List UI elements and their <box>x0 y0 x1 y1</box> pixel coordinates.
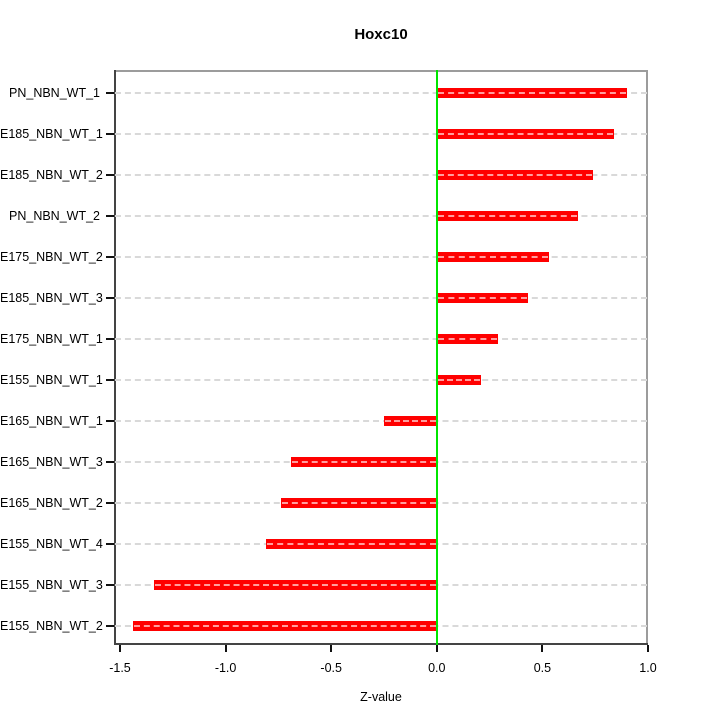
bar-inner-dash <box>437 379 481 381</box>
gridline <box>115 133 647 135</box>
y-axis-label: E155_NBN_WT_2 <box>0 619 103 633</box>
y-axis-label: E185_NBN_WT_3 <box>0 291 103 305</box>
y-tick <box>106 543 114 545</box>
y-tick <box>106 625 114 627</box>
bar-inner-dash <box>292 461 436 463</box>
gridline <box>115 92 647 94</box>
gridline <box>115 379 647 381</box>
bar <box>291 457 437 467</box>
bar <box>280 498 437 508</box>
y-axis-label: E175_NBN_WT_2 <box>0 250 103 264</box>
gridline <box>115 420 647 422</box>
x-axis-title: Z-value <box>360 690 402 704</box>
bar-inner-dash <box>437 215 578 217</box>
plot-border-top <box>114 70 648 72</box>
bar-inner-dash <box>437 174 593 176</box>
y-axis-label: E175_NBN_WT_1 <box>0 332 103 346</box>
x-tick <box>647 645 649 652</box>
bar-inner-dash <box>437 297 527 299</box>
bar-inner-dash <box>437 92 626 94</box>
y-tick <box>106 461 114 463</box>
bar <box>384 416 437 426</box>
y-axis-label: PN_NBN_WT_2 <box>9 209 100 223</box>
y-axis-label: E155_NBN_WT_4 <box>0 537 103 551</box>
y-tick <box>106 420 114 422</box>
bar <box>436 88 627 98</box>
gridline <box>115 338 647 340</box>
x-tick <box>435 645 438 652</box>
x-tick <box>224 645 227 652</box>
y-axis-label: E165_NBN_WT_1 <box>0 414 103 428</box>
bar <box>153 580 437 590</box>
y-tick <box>106 379 114 381</box>
y-tick <box>106 584 114 586</box>
y-axis-label: E185_NBN_WT_2 <box>0 168 103 182</box>
gridline <box>115 256 647 258</box>
y-tick <box>106 133 114 135</box>
y-axis-label: E155_NBN_WT_3 <box>0 578 103 592</box>
bar <box>436 211 579 221</box>
bar-inner-dash <box>437 338 498 340</box>
y-tick <box>106 215 114 217</box>
y-tick <box>106 297 114 299</box>
x-tick-label: 1.0 <box>639 661 657 675</box>
bar <box>436 170 594 180</box>
bar-inner-dash <box>266 543 436 545</box>
y-axis-label: E185_NBN_WT_1 <box>0 127 103 141</box>
bar <box>436 375 482 385</box>
x-tick-label: -1.0 <box>214 661 237 675</box>
plot-area <box>114 70 648 645</box>
bar <box>265 539 437 549</box>
y-axis-label: E155_NBN_WT_1 <box>0 373 103 387</box>
x-tick <box>330 645 333 652</box>
y-axis-label: E165_NBN_WT_3 <box>0 455 103 469</box>
bar <box>436 293 528 303</box>
gridline <box>115 215 647 217</box>
bar-inner-dash <box>154 584 436 586</box>
x-tick <box>119 645 121 652</box>
y-tick <box>106 502 114 504</box>
x-tick <box>541 645 544 652</box>
plot-border-bottom <box>114 643 648 645</box>
zero-reference-line <box>435 70 438 645</box>
bar-inner-dash <box>385 420 436 422</box>
x-tick-label: 0.5 <box>533 661 552 675</box>
y-tick <box>106 338 114 340</box>
bar-inner-dash <box>133 625 436 627</box>
y-tick <box>106 92 114 94</box>
bar <box>436 129 615 139</box>
bar-inner-dash <box>437 256 548 258</box>
bar <box>436 252 549 262</box>
y-axis-label: PN_NBN_WT_1 <box>9 86 100 100</box>
y-tick <box>106 174 114 176</box>
gridline <box>115 174 647 176</box>
x-tick-label: -1.5 <box>109 661 131 675</box>
x-tick-label: 0.0 <box>428 661 446 675</box>
gridline <box>115 297 647 299</box>
plot-border-right <box>646 70 648 645</box>
y-axis-label: E165_NBN_WT_2 <box>0 496 103 510</box>
plot-border-left <box>114 70 116 645</box>
bar <box>436 334 499 344</box>
y-tick <box>106 256 114 258</box>
x-tick-label: -0.5 <box>320 661 342 675</box>
bar-inner-dash <box>281 502 436 504</box>
chart-title: Hoxc10 <box>354 26 408 43</box>
bar-inner-dash <box>437 133 614 135</box>
bar <box>132 621 437 631</box>
